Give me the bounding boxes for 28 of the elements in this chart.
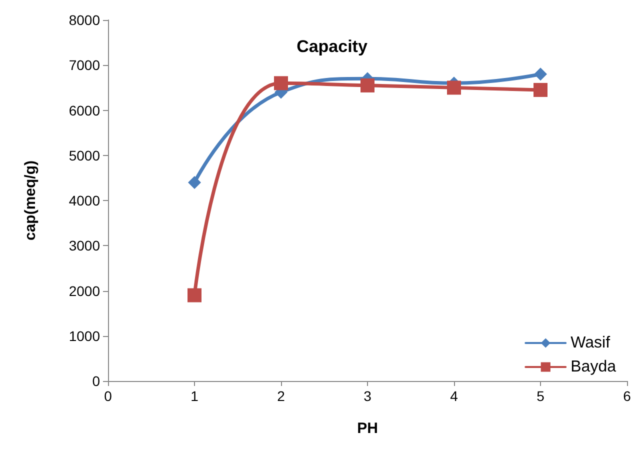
text: Capacity xyxy=(296,37,368,56)
y-tick-label: 6000 xyxy=(68,102,100,118)
y-tick-label: 8000 xyxy=(68,12,100,28)
y-tick-label: 0 xyxy=(92,373,100,389)
x-tick-label: 1 xyxy=(190,388,199,404)
x-tick-label: 4 xyxy=(450,388,458,404)
x-axis-title: PH xyxy=(357,420,378,437)
point xyxy=(360,78,374,92)
y-tick-label: 7000 xyxy=(68,57,100,74)
point xyxy=(188,288,202,302)
point xyxy=(274,76,288,90)
x-tick-label: 5 xyxy=(536,388,545,404)
point xyxy=(447,80,461,95)
y-tick-label: 4000 xyxy=(68,192,100,208)
y-axis-title: cap(meq/g) xyxy=(22,160,39,241)
y-tick-label: 5000 xyxy=(68,147,100,164)
point xyxy=(534,68,547,81)
y-tick-label: 2000 xyxy=(68,282,100,299)
legend-label: Bayda xyxy=(570,358,616,376)
point xyxy=(188,176,201,189)
x-tick-label: 2 xyxy=(277,388,286,404)
x-tick-label: 0 xyxy=(104,388,112,404)
x-tick-label: 3 xyxy=(364,388,372,404)
point xyxy=(534,82,548,97)
y-tick-label: 3000 xyxy=(68,238,100,254)
legend-label: Wasif xyxy=(570,334,611,352)
y-tick-label: 1000 xyxy=(68,328,100,344)
x-tick-label: 6 xyxy=(623,388,632,404)
